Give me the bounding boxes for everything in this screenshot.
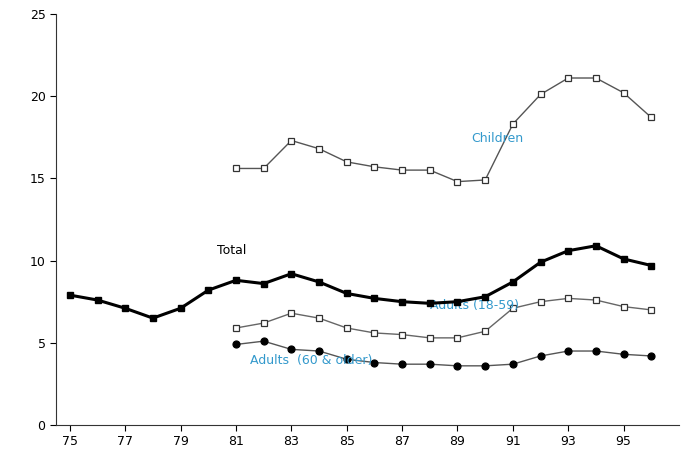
Text: Total: Total [216,244,246,257]
Text: Adults  (60 & older): Adults (60 & older) [250,354,372,367]
Text: Children: Children [471,133,524,146]
Text: Adults (18-59): Adults (18-59) [430,298,519,311]
